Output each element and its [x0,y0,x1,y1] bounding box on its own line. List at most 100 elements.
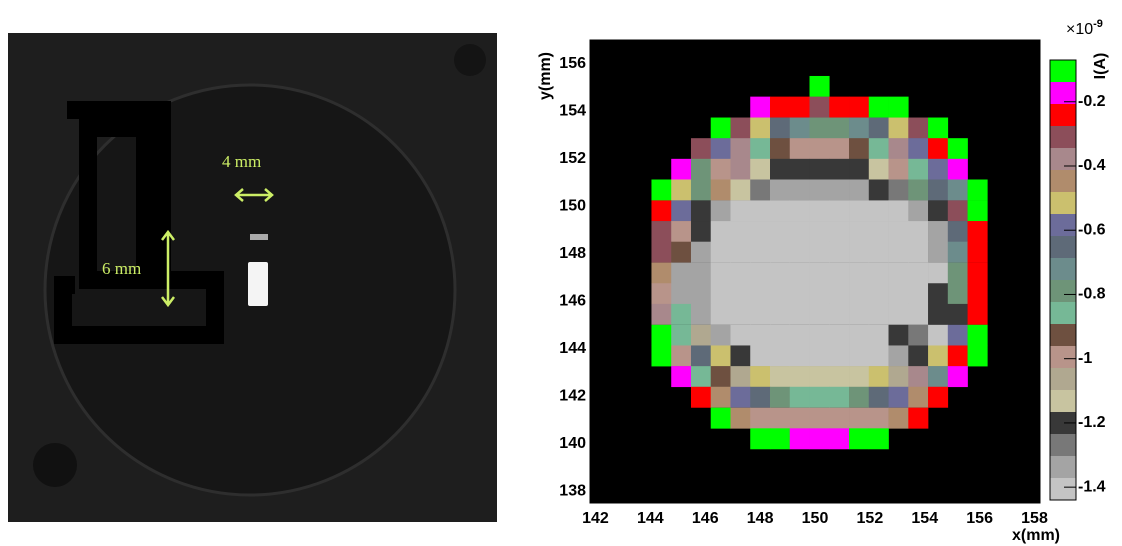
cell [908,283,929,305]
cell [809,366,830,388]
cell [730,407,751,429]
cell [671,241,692,263]
cell [690,386,712,408]
cell [710,386,731,408]
cell [671,303,692,325]
cell [730,303,751,325]
cell [710,138,731,160]
colorbar-band [1050,302,1076,325]
cell [928,283,949,305]
cell [710,179,731,201]
cell [789,324,810,346]
cell [928,303,949,325]
cell [908,407,929,429]
x-tick-label: 150 [802,510,829,527]
cell [789,366,810,388]
cell [908,262,929,284]
cell [947,200,968,222]
cell [789,407,810,429]
cell [967,179,988,201]
cell [868,283,889,305]
cell [789,158,810,180]
cell [809,117,830,139]
cell [809,96,830,118]
cell [770,221,791,243]
cell [868,117,889,139]
cell [789,262,810,284]
cell [947,283,968,305]
cell [651,179,672,201]
cell [730,241,751,263]
colorbar-band [1050,324,1076,347]
cell [947,138,968,160]
cell [809,158,830,180]
cell [868,366,889,388]
cell [908,324,929,346]
y-tick-label: 148 [559,245,586,262]
cell [730,386,751,408]
cell [967,345,988,367]
colorbar-exponent: ×10-9 [1066,18,1103,38]
cell [947,324,968,346]
cell [651,303,672,325]
y-tick-label: 138 [559,482,586,499]
cell [770,241,791,263]
cell [829,179,850,201]
colorbar-title: I(A) [1092,53,1109,80]
cell [730,324,751,346]
cell [789,221,810,243]
cell [849,345,870,367]
cell [829,96,850,118]
cell [809,407,830,429]
cell [651,241,672,263]
cell [947,366,968,388]
cell [829,200,850,222]
cell [770,324,791,346]
cell [829,117,850,139]
x-tick-label: 144 [637,510,664,527]
cell [928,200,949,222]
cell [750,241,771,263]
cell [888,366,909,388]
cell [789,386,810,408]
cell [849,221,870,243]
cell [868,200,889,222]
cell [750,117,771,139]
cell [908,303,929,325]
cell [690,262,712,284]
arrow-h [234,188,274,202]
cell [710,117,731,139]
cell [809,200,830,222]
cell [710,221,731,243]
cell [888,200,909,222]
cell [849,262,870,284]
cell [849,96,870,118]
cell [868,324,889,346]
cell [770,303,791,325]
cell [651,200,672,222]
cell [829,345,850,367]
colorbar-band [1050,280,1076,303]
exponent-base: ×10 [1066,21,1093,38]
y-tick-label: 152 [559,150,586,167]
cell [690,221,712,243]
cell [730,117,751,139]
colorbar-frame [1049,59,1077,501]
colorbar-tick-label: -1.4 [1078,478,1106,495]
cell [710,158,731,180]
cell [908,221,929,243]
cell [651,283,672,305]
cell [671,158,692,180]
cell [888,283,909,305]
cell [888,262,909,284]
cell [849,179,870,201]
cell [730,158,751,180]
colorbar-tick-label: -0.4 [1078,157,1106,174]
cell [868,386,889,408]
cell [849,241,870,263]
cell [908,366,929,388]
cell [730,138,751,160]
cell [928,241,949,263]
cell [809,75,830,97]
cell [849,158,870,180]
